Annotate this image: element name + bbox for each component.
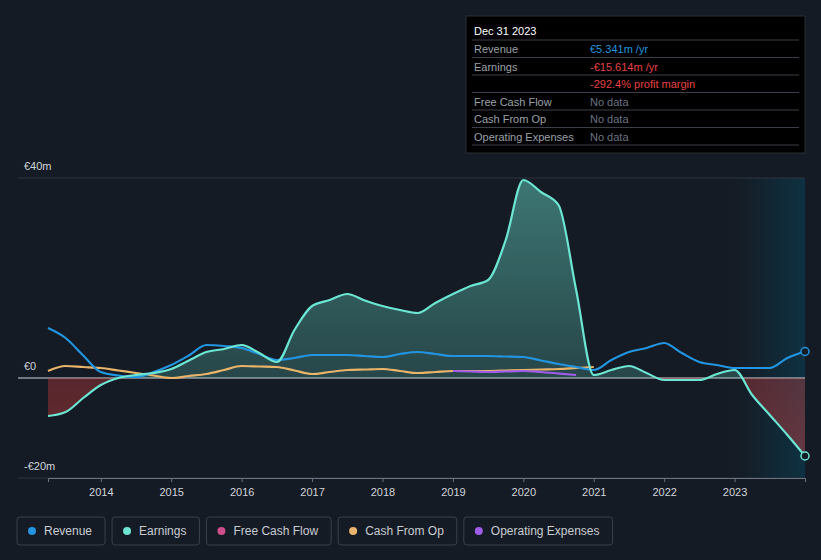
- earnings-area-negative: [48, 378, 805, 456]
- legend-box[interactable]: [112, 517, 199, 545]
- x-tick-label: 2019: [441, 486, 465, 498]
- legend-box[interactable]: [17, 517, 105, 545]
- x-tick-mark: [242, 478, 243, 482]
- legend-label: Cash From Op: [365, 524, 444, 538]
- x-axis-line: [49, 479, 806, 483]
- legend-label: Free Cash Flow: [233, 524, 318, 538]
- x-tick: 2023: [723, 478, 747, 498]
- y-grid: -€20m €0 €40m: [18, 160, 805, 478]
- legend-item[interactable]: Cash From Op: [338, 517, 457, 545]
- x-tick-mark: [171, 478, 172, 482]
- tooltip-value: No data: [590, 113, 629, 125]
- legend-label: Revenue: [44, 524, 92, 538]
- legend-box[interactable]: [206, 517, 331, 545]
- x-tick-mark: [664, 478, 665, 482]
- x-tick-label: 2016: [230, 486, 254, 498]
- legend-swatch: [217, 527, 225, 535]
- series-line: [48, 180, 805, 456]
- legend-item[interactable]: Operating Expenses: [464, 517, 613, 545]
- x-tick: 2019: [441, 478, 465, 498]
- x-tick-mark: [735, 478, 736, 482]
- x-tick-mark: [453, 478, 454, 482]
- tooltip-separator: [472, 75, 799, 76]
- x-axis: 2014 2015 2016 2017 2018 2019 2020 2021 2022 2023: [49, 478, 806, 498]
- x-tick-label: 2023: [723, 486, 747, 498]
- legend-item[interactable]: Earnings: [112, 517, 199, 545]
- legend-item[interactable]: Revenue: [17, 517, 105, 545]
- tooltip-separator: [472, 40, 799, 41]
- x-tick: 2020: [512, 478, 536, 498]
- x-tick: 2017: [300, 478, 324, 498]
- legend-box[interactable]: [338, 517, 457, 545]
- tooltip-separator: [472, 57, 799, 58]
- x-tick-mark: [594, 478, 595, 482]
- end-marker: [801, 452, 809, 460]
- chart: -€20m€0€40m20142015201620172018201920202…: [0, 0, 821, 560]
- grid-line: [18, 178, 805, 179]
- tooltip-separator: [472, 127, 799, 128]
- x-tick-label: 2022: [652, 486, 676, 498]
- end-marker: [801, 348, 809, 356]
- tooltip-label: Revenue: [474, 43, 518, 55]
- tooltip-value: No data: [590, 96, 629, 108]
- legend-label: Operating Expenses: [491, 524, 600, 538]
- tooltip-label: Earnings: [474, 61, 518, 73]
- x-tick-mark: [312, 478, 313, 482]
- x-tick: 2021: [582, 478, 606, 498]
- x-tick-label: 2018: [371, 486, 395, 498]
- y-tick-label: €0: [24, 360, 36, 372]
- legend-swatch: [475, 527, 483, 535]
- tooltip: Dec 31 2023 Revenue €5.341m /yr Earnings -€1…: [466, 16, 805, 153]
- tooltip-label: Free Cash Flow: [474, 96, 552, 108]
- x-tick: 2016: [230, 478, 254, 498]
- tooltip-value: -€15.614m /yr: [590, 61, 658, 73]
- legend: Revenue Earnings Free Cash Flow Cash From O…: [17, 517, 613, 545]
- legend-swatch: [123, 527, 131, 535]
- tooltip-label: Cash From Op: [474, 113, 546, 125]
- x-tick: 2018: [371, 478, 395, 498]
- series-line: [453, 371, 576, 375]
- x-tick: 2015: [159, 478, 183, 498]
- x-tick-label: 2014: [89, 486, 113, 498]
- tooltip-note: -292.4% profit margin: [590, 78, 695, 90]
- tooltip-label: Operating Expenses: [474, 131, 574, 143]
- x-tick-label: 2021: [582, 486, 606, 498]
- tooltip-separator: [472, 92, 799, 93]
- legend-box[interactable]: [464, 517, 613, 545]
- x-tick-label: 2015: [159, 486, 183, 498]
- tooltip-box: [466, 16, 805, 153]
- legend-swatch: [28, 527, 36, 535]
- plot-area: [48, 180, 809, 460]
- x-tick-label: 2017: [300, 486, 324, 498]
- x-tick: 2022: [652, 478, 676, 498]
- tooltip-title: Dec 31 2023: [474, 25, 536, 37]
- x-tick-mark: [382, 478, 383, 482]
- y-tick-label: €40m: [24, 160, 52, 172]
- y-tick-label: -€20m: [24, 460, 55, 472]
- tooltip-value: No data: [590, 131, 629, 143]
- x-tick: 2014: [89, 478, 113, 498]
- x-tick-mark: [101, 478, 102, 482]
- earnings-area-positive: [48, 180, 805, 378]
- x-tick-mark: [523, 478, 524, 482]
- x-tick-label: 2020: [512, 486, 536, 498]
- tooltip-separator: [472, 110, 799, 111]
- series-line: [48, 328, 805, 377]
- tooltip-separator: [472, 145, 799, 146]
- tooltip-value: €5.341m /yr: [590, 43, 648, 55]
- legend-item[interactable]: Free Cash Flow: [206, 517, 331, 545]
- legend-swatch: [349, 527, 357, 535]
- legend-label: Earnings: [139, 524, 186, 538]
